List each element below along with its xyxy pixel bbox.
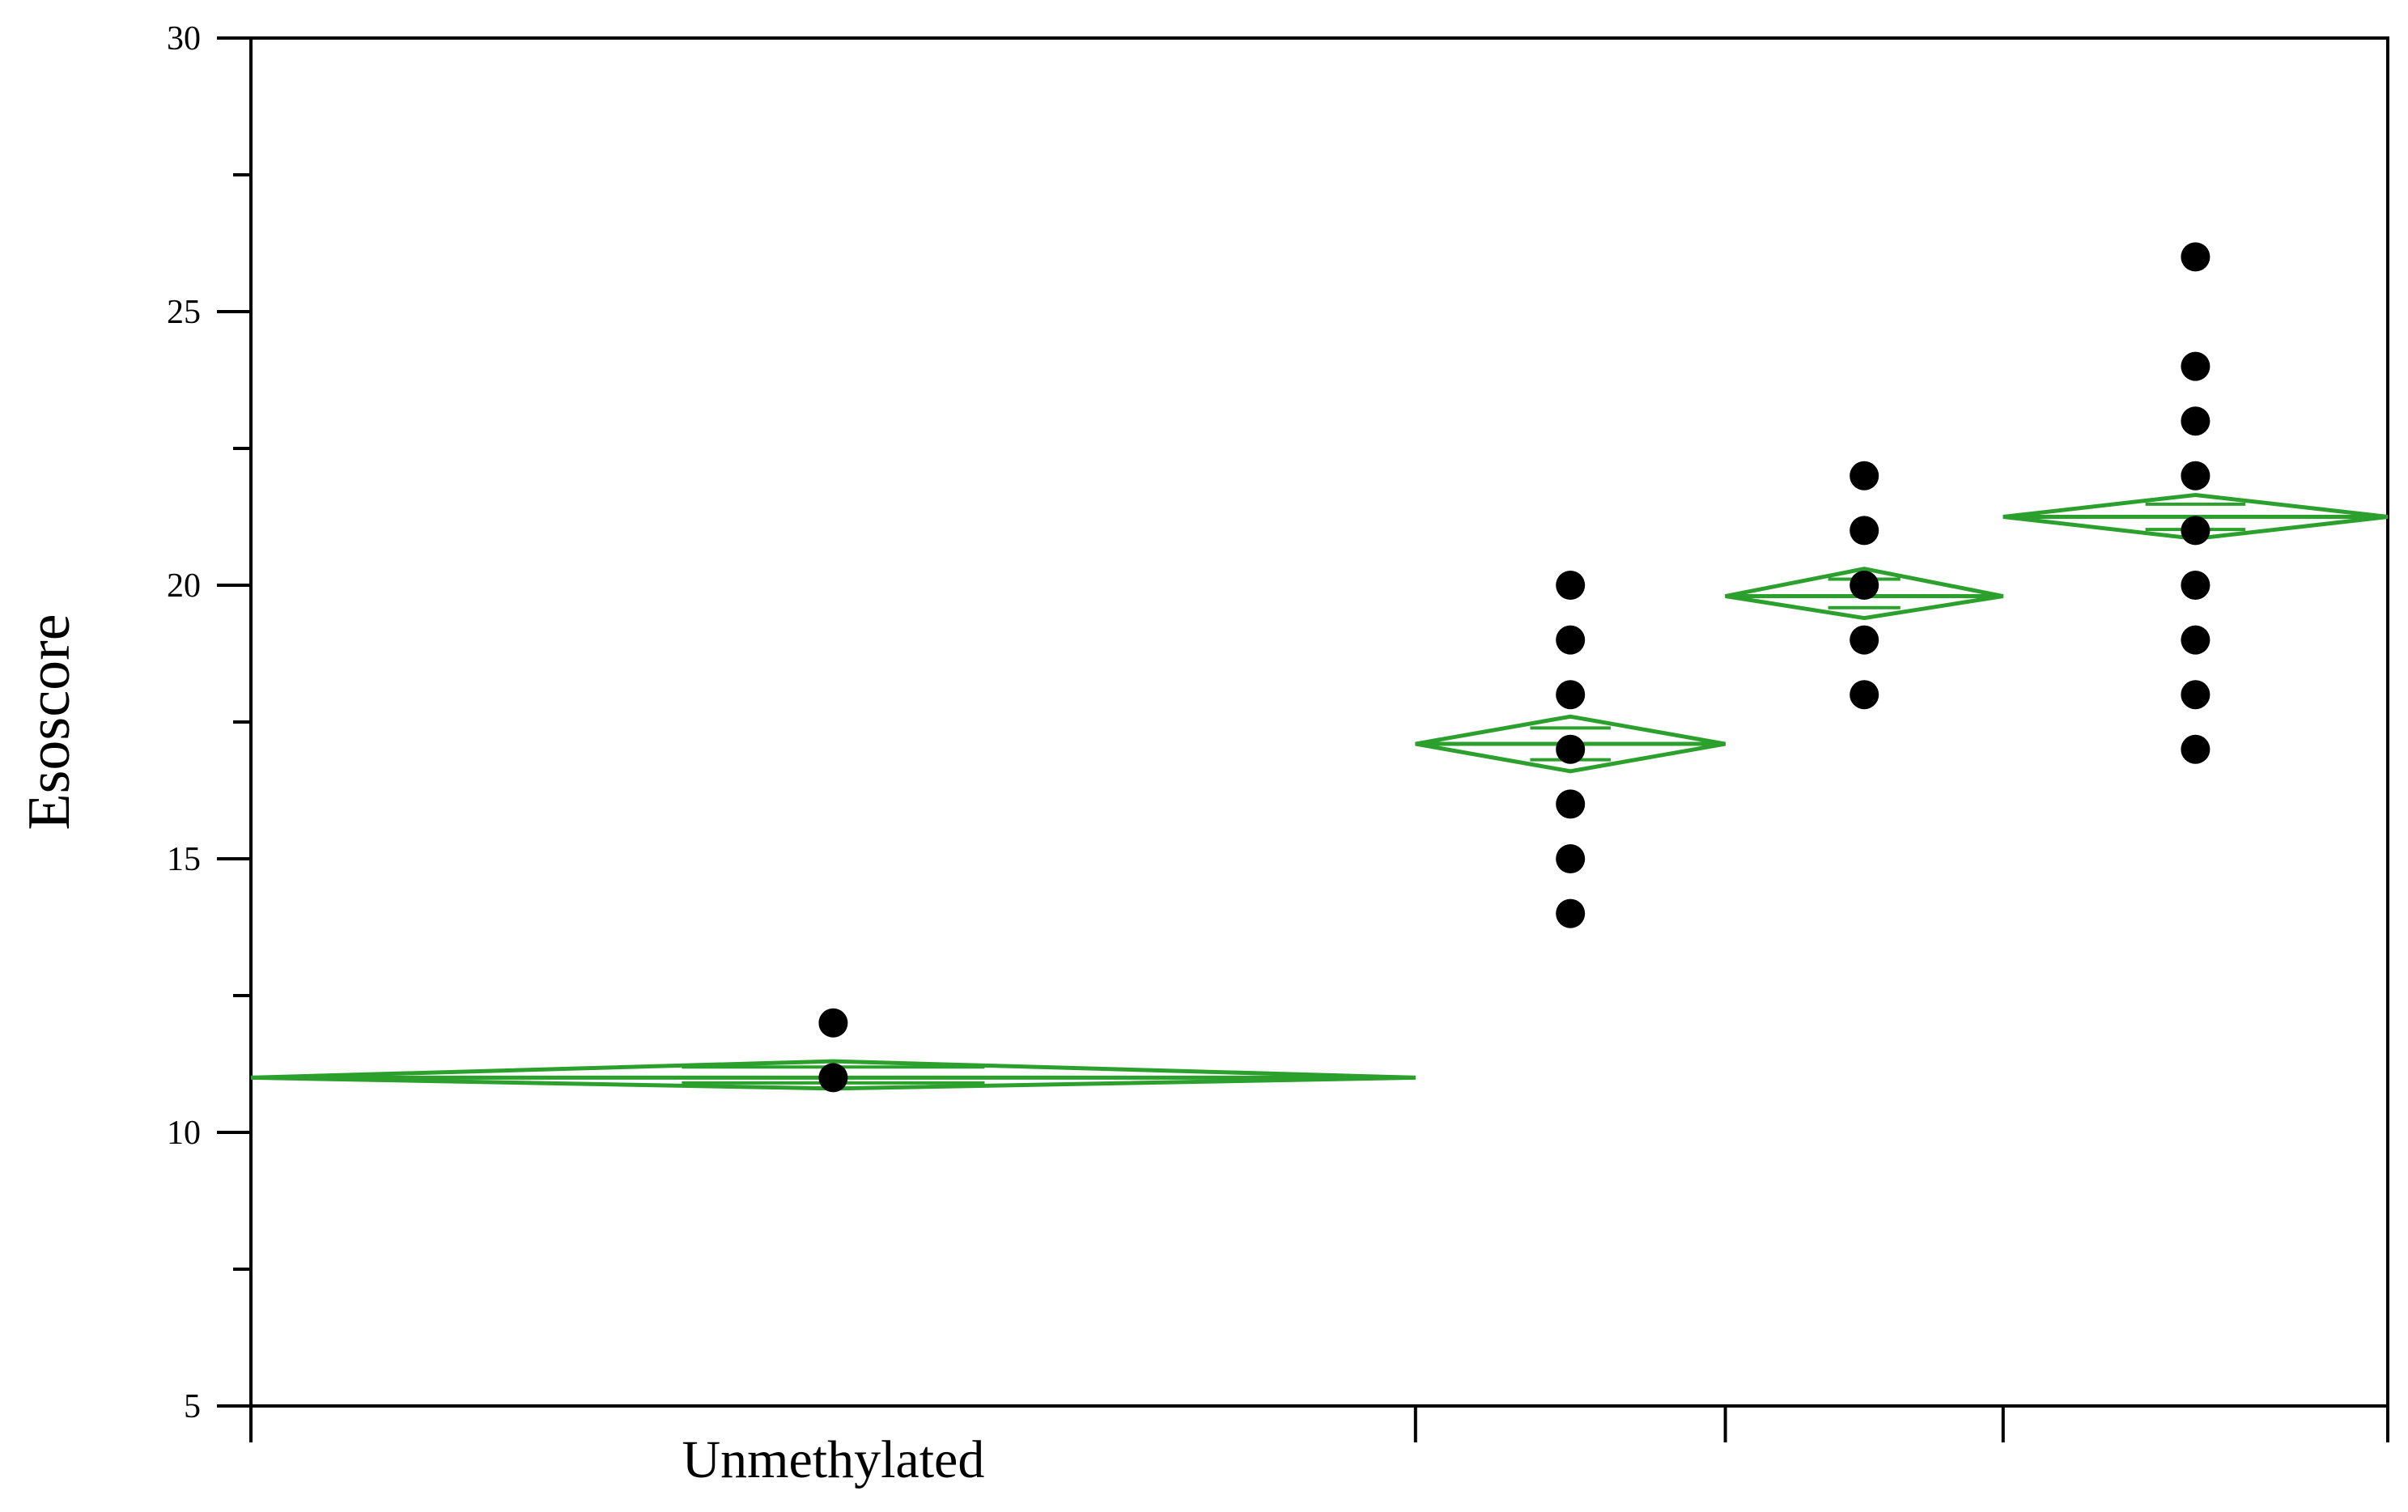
y-tick-label: 20 (167, 567, 201, 605)
data-point (2181, 242, 2211, 272)
data-point (818, 1008, 848, 1038)
data-point (2181, 351, 2211, 381)
plot-frame (249, 36, 2389, 1408)
data-point (1850, 461, 1879, 491)
y-tick-label: 30 (167, 20, 201, 57)
data-point (1850, 571, 1879, 600)
data-point (1556, 734, 1586, 764)
data-point (2181, 680, 2211, 710)
data-point (1850, 516, 1879, 546)
data-point (1556, 844, 1586, 873)
data-point (2181, 516, 2211, 546)
data-point (2181, 406, 2211, 436)
y-tick-label: 10 (167, 1115, 201, 1152)
data-point (1556, 625, 1586, 655)
data-point (1850, 625, 1879, 655)
y-tick-label: 5 (184, 1388, 201, 1425)
y-axis-title: Esoscore (16, 614, 83, 830)
data-point (1556, 898, 1586, 928)
data-point (818, 1063, 848, 1093)
y-axis: 5 10 15 20 25 30 (167, 20, 251, 1425)
mean-diamonds (250, 492, 2389, 1091)
data-point (1556, 789, 1586, 819)
data-point (1556, 571, 1586, 600)
data-point (1556, 680, 1586, 710)
data-point (1850, 680, 1879, 710)
y-tick-label: 25 (167, 294, 201, 331)
data-point (2181, 625, 2211, 655)
data-point (2181, 461, 2211, 491)
data-point (2181, 734, 2211, 764)
x-category-label: Unmethylated (682, 1430, 984, 1489)
y-tick-label: 15 (167, 841, 201, 878)
data-points (818, 242, 2211, 1093)
x-axis: Unmethylated (249, 1406, 2389, 1489)
data-point (2181, 571, 2211, 600)
